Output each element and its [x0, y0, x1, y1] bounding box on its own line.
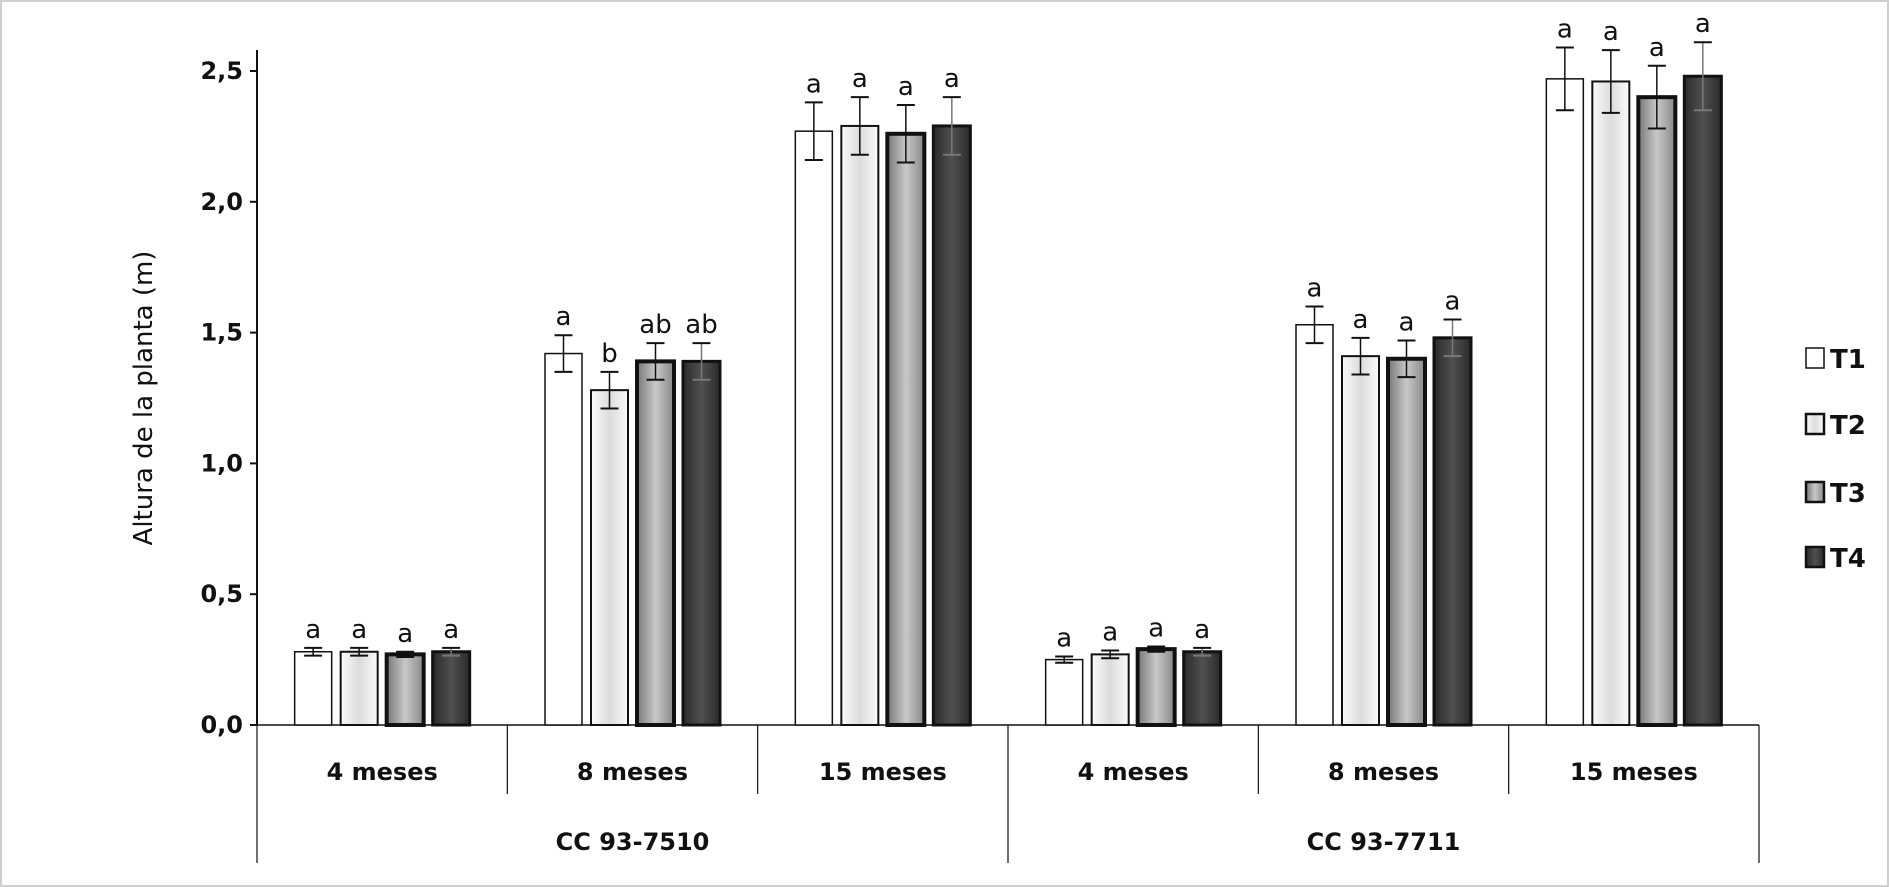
legend-label: T1 — [1830, 345, 1866, 375]
bar-t2 — [840, 124, 880, 727]
bar-t4 — [1432, 336, 1473, 727]
y-tick-label: 0,0 — [200, 711, 243, 739]
legend-swatch-t1 — [1805, 347, 1825, 369]
bar-t1 — [794, 130, 834, 726]
bar-t3 — [1636, 95, 1678, 728]
bar-t3 — [384, 652, 426, 727]
bar-t3 — [635, 359, 676, 727]
significance-letter: a — [305, 615, 321, 645]
y-tick-label: 1,5 — [200, 319, 243, 347]
bar-t2 — [1341, 355, 1380, 726]
bar-t1 — [1545, 78, 1585, 726]
legend-swatch-t2 — [1804, 412, 1826, 436]
significance-letter: a — [898, 72, 914, 102]
bar-t4 — [1182, 650, 1223, 727]
bar-t1 — [1044, 658, 1084, 726]
significance-letter: a — [1695, 9, 1711, 39]
bar-t3 — [1135, 647, 1177, 727]
significance-letter: a — [397, 619, 413, 649]
legend-label: T4 — [1830, 544, 1866, 574]
y-axis-label: Altura de la planta (m) — [129, 251, 159, 546]
group-label: CC 93-7711 — [1307, 828, 1461, 856]
x-tick-label: 4 meses — [327, 758, 438, 786]
significance-letter: a — [1056, 623, 1072, 653]
significance-letter: b — [601, 339, 618, 369]
significance-letter: a — [944, 64, 960, 94]
bar-t1 — [293, 651, 333, 726]
legend-swatch-t3 — [1804, 480, 1826, 504]
significance-letter: a — [351, 615, 367, 645]
significance-letter: a — [806, 69, 822, 99]
significance-letter: a — [1353, 305, 1369, 335]
legend-label: T2 — [1830, 411, 1866, 441]
significance-letter: ab — [685, 310, 717, 340]
legend-swatch-t4 — [1804, 545, 1826, 569]
bar-t4 — [931, 124, 972, 727]
y-tick-label: 2,5 — [200, 57, 243, 85]
x-tick-label: 15 meses — [1570, 758, 1698, 786]
significance-letter: a — [852, 64, 868, 94]
significance-letter: a — [1603, 17, 1619, 47]
x-tick-label: 15 meses — [819, 758, 947, 786]
significance-letter: a — [1102, 617, 1118, 647]
bar-t4 — [1682, 74, 1723, 727]
significance-letter: a — [1307, 273, 1323, 303]
bar-t1 — [1295, 324, 1334, 726]
significance-letter: a — [1649, 33, 1665, 63]
y-tick-label: 1,0 — [200, 449, 243, 477]
significance-letter: a — [1194, 615, 1210, 645]
significance-letter: a — [443, 615, 459, 645]
significance-letter: a — [1399, 307, 1415, 337]
significance-letter: a — [556, 302, 572, 332]
bar-t4 — [431, 650, 472, 727]
x-tick-label: 4 meses — [1078, 758, 1189, 786]
y-tick-label: 2,0 — [200, 188, 243, 216]
bar-t2 — [1591, 80, 1631, 727]
y-tick-label: 0,5 — [200, 580, 243, 608]
bar-t4 — [681, 359, 722, 727]
group-label: CC 93-7510 — [556, 828, 710, 856]
significance-letter: a — [1445, 287, 1461, 317]
bar-t3 — [885, 131, 927, 727]
significance-letter: a — [1557, 14, 1573, 44]
bar-t3 — [1386, 356, 1427, 727]
x-tick-label: 8 meses — [1328, 758, 1439, 786]
significance-letter: a — [1148, 614, 1164, 644]
bar-t2 — [1090, 653, 1130, 726]
bar-t2 — [339, 650, 379, 727]
bar-t2 — [590, 389, 629, 726]
legend-label: T3 — [1830, 479, 1866, 509]
significance-letter: ab — [639, 310, 671, 340]
x-tick-label: 8 meses — [577, 758, 688, 786]
bar-t1 — [544, 352, 583, 726]
